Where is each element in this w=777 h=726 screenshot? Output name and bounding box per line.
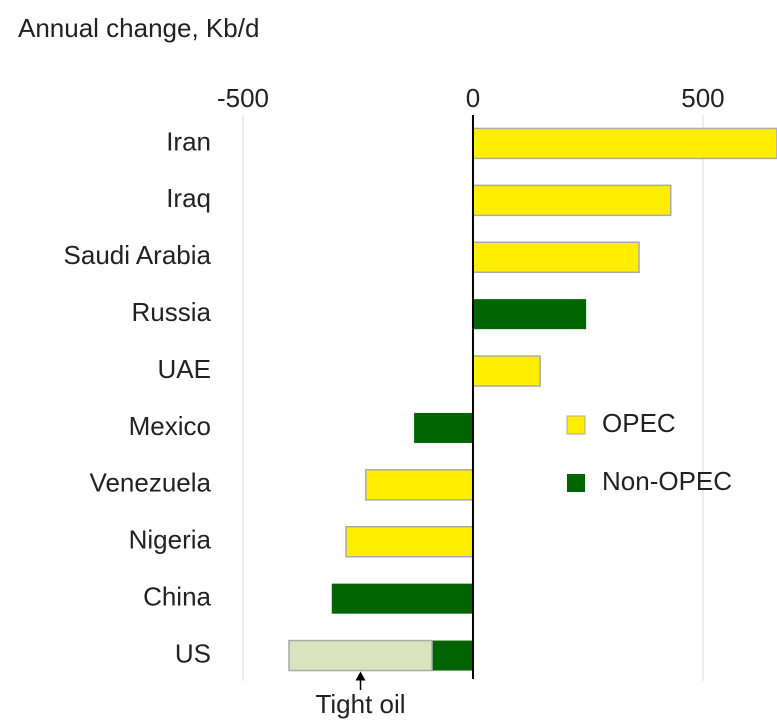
y-tick-label: Iran	[166, 126, 211, 156]
legend-swatch	[566, 415, 586, 435]
legend-label: Non-OPEC	[602, 466, 732, 496]
bar	[365, 469, 474, 501]
y-tick-label: Nigeria	[129, 525, 212, 555]
legend-label: OPEC	[602, 408, 676, 438]
bar	[432, 640, 473, 671]
bar	[345, 526, 474, 558]
chart-title: Annual change, Kb/d	[18, 13, 259, 43]
bar	[472, 184, 672, 217]
bar	[331, 583, 473, 614]
y-tick-label: Venezuela	[90, 468, 212, 498]
bar	[472, 241, 640, 273]
y-tick-label: Saudi Arabia	[64, 240, 212, 270]
y-tick-label: Mexico	[129, 411, 211, 441]
bar	[472, 355, 541, 387]
y-tick-label: China	[143, 582, 211, 612]
annotation: Tight oil	[315, 689, 405, 719]
x-tick-label: -500	[217, 83, 269, 113]
legend-swatch	[567, 474, 585, 492]
bar	[472, 299, 587, 330]
bar	[288, 639, 433, 672]
x-tick-label: 0	[466, 83, 480, 113]
bar	[414, 412, 473, 443]
y-tick-label: UAE	[158, 354, 211, 384]
x-tick-label: 500	[681, 83, 724, 113]
bar	[472, 127, 777, 160]
y-tick-label: US	[175, 638, 211, 668]
annotation-arrowhead	[355, 671, 366, 681]
y-tick-label: Russia	[132, 297, 212, 327]
y-tick-label: Iraq	[166, 183, 211, 213]
